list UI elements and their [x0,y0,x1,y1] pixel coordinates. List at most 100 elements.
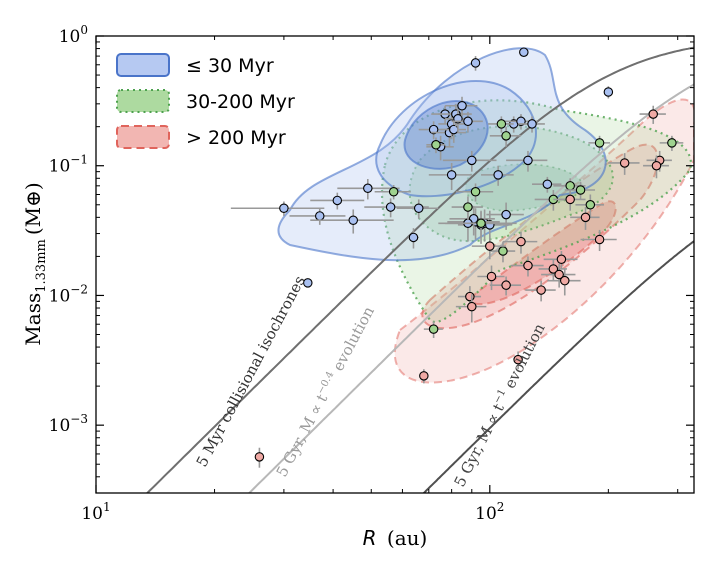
point-marker [501,131,511,141]
data-point [486,202,524,230]
x-tick-label: 101 [81,500,110,524]
point-marker [513,354,523,365]
density-contours [277,47,694,384]
point-marker [332,195,343,206]
legend-item: 30-200 Myr [116,89,295,113]
point-marker [585,200,596,210]
data-point [575,194,605,218]
y-axis-title-unit: (M⊕) [21,182,45,235]
point-marker [493,170,503,180]
data-point [513,351,523,370]
data-point [510,256,544,277]
data-point [423,321,443,338]
data-point [477,265,505,291]
legend-swatch [116,89,170,113]
point-marker [501,280,511,290]
x-tick-label: 102 [475,500,504,524]
y-tick-label: 10−2 [49,282,88,306]
point-marker [594,138,605,148]
data-point [543,251,578,269]
data-point [428,162,472,190]
legend-item: > 200 Myr [116,125,286,149]
data-point [310,209,394,234]
data-point [445,96,478,117]
point-marker [463,202,473,212]
point-marker [527,119,537,129]
point-marker [476,218,486,229]
data-point [451,196,483,221]
data-point [489,276,521,296]
point-marker [501,209,511,220]
data-point [337,179,400,200]
point-marker [315,211,325,221]
y-axis-title: Mass1.33mm (M⊕) [21,182,49,345]
point-marker [496,119,507,129]
data-point [442,150,497,172]
data-point [532,176,562,193]
point-marker [536,285,546,295]
point-marker [348,215,358,225]
legend: ≤ 30 Myr 30-200 Myr > 200 Myr [116,53,295,149]
data-point [488,116,514,133]
point-marker [485,241,495,251]
data-point [481,165,514,186]
point-marker [603,87,614,97]
point-marker [449,124,459,135]
point-marker [619,158,630,168]
y-tick-label: 10−3 [49,412,88,436]
point-marker [516,236,526,247]
point-marker [413,203,424,214]
legend-label: 30-200 Myr [186,91,295,113]
point-marker [465,291,475,302]
data-point [519,47,529,57]
contour-old-mid [421,143,659,330]
point-marker [408,232,419,243]
point-marker [363,183,373,194]
x-axis-title: R (au) [363,526,428,550]
point-marker [519,47,529,57]
plot-background [96,36,694,493]
data-point [553,189,586,211]
data-point [254,447,265,468]
data-point [310,192,365,210]
point-marker [554,269,564,280]
point-marker [467,155,477,166]
point-marker [470,58,481,68]
point-marker [385,202,396,212]
data-point [426,137,446,154]
point-marker [254,452,265,462]
x-axis-title-unit: (au) [387,526,427,550]
data-point [489,241,516,263]
data-point [608,153,640,175]
point-marker [431,140,441,150]
data-point [303,278,313,288]
point-marker [428,324,439,334]
point-marker [575,185,586,195]
data-point [580,229,617,252]
data-point [603,86,614,99]
point-marker [446,170,457,180]
data-point [639,105,666,124]
point-marker [556,254,567,265]
data-point [538,259,567,281]
data-point [455,294,487,323]
point-marker [594,234,605,245]
data-points [230,47,684,468]
data-point [374,185,411,200]
point-marker [457,100,467,111]
point-marker [470,187,481,197]
point-marker [565,194,575,205]
axis-ticks: 101 102 10−3 10−2 10−1 100 [49,23,694,524]
point-marker [548,264,559,274]
evolution-curves [145,46,694,493]
point-marker [565,181,575,191]
data-point [659,135,684,151]
point-marker [667,138,677,148]
curve-2 [248,83,694,493]
legend-label: > 200 Myr [186,127,286,149]
data-point [502,231,538,254]
point-marker [388,187,399,197]
point-marker [542,179,553,189]
data-point [471,235,507,260]
